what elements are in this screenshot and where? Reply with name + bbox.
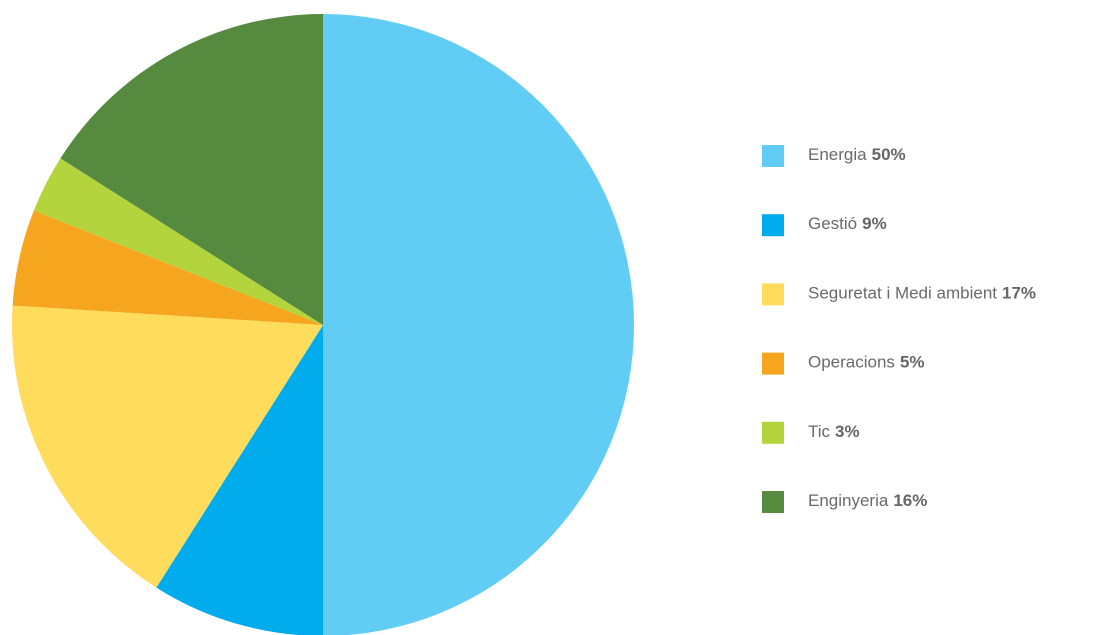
legend-swatch: [762, 421, 784, 444]
legend-name: Operacions: [808, 353, 895, 372]
pie-slice: [12, 210, 324, 325]
legend-name: Enginyeria: [808, 491, 889, 510]
legend-value: 5%: [900, 353, 925, 372]
legend-swatch: [762, 352, 784, 375]
legend-entry: Enginyeria 16%: [808, 491, 927, 510]
legend-value: 9%: [862, 215, 887, 234]
legend-value: 3%: [835, 422, 860, 441]
legend-value: 17%: [1002, 284, 1036, 303]
pie-slice: [156, 325, 323, 635]
legend-value: 16%: [893, 491, 927, 510]
legend-swatch: [762, 214, 784, 237]
legend-name: Gestió: [808, 215, 857, 234]
legend-name: Seguretat i Medi ambient: [808, 284, 997, 303]
pie-slice: [33, 158, 324, 325]
pie-slice: [60, 13, 324, 325]
legend-value: 50%: [872, 145, 906, 164]
pie-slice: [11, 305, 323, 588]
legend-swatch: [762, 145, 784, 167]
legend-entry: Tic 3%: [808, 422, 860, 441]
legend-swatch: [762, 283, 784, 306]
legend-entry: Energia 50%: [808, 145, 906, 164]
legend-swatch: [762, 491, 784, 513]
legend-entry: Operacions 5%: [808, 353, 925, 372]
legend-entry: Gestió 9%: [808, 215, 887, 234]
legend-name: Tic: [808, 422, 831, 441]
pie-slice: [323, 14, 634, 635]
legend-entry: Seguretat i Medi ambient 17%: [808, 284, 1036, 303]
legend-name: Energia: [808, 145, 867, 164]
